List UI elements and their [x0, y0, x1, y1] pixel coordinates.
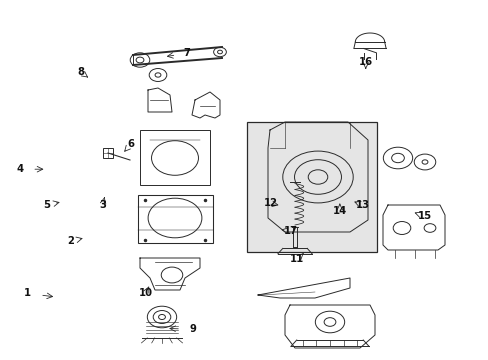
Bar — [246, 122, 376, 252]
Text: 4: 4 — [17, 164, 24, 174]
Text: 15: 15 — [417, 211, 430, 221]
Text: 8: 8 — [77, 67, 84, 77]
Bar — [103, 148, 113, 158]
Text: 17: 17 — [284, 226, 297, 236]
Text: 6: 6 — [127, 139, 134, 149]
Text: 9: 9 — [189, 324, 196, 334]
Text: 2: 2 — [67, 236, 74, 246]
Text: 10: 10 — [139, 288, 152, 298]
Bar — [138, 195, 213, 243]
Text: 11: 11 — [289, 254, 304, 264]
Text: 1: 1 — [23, 288, 30, 298]
Text: 14: 14 — [332, 206, 346, 216]
Text: 13: 13 — [355, 200, 369, 210]
Text: 3: 3 — [99, 200, 106, 210]
Text: 7: 7 — [183, 48, 190, 58]
Text: 5: 5 — [43, 200, 50, 210]
Text: 16: 16 — [358, 57, 372, 67]
Bar — [140, 130, 209, 185]
Text: 12: 12 — [263, 198, 277, 208]
